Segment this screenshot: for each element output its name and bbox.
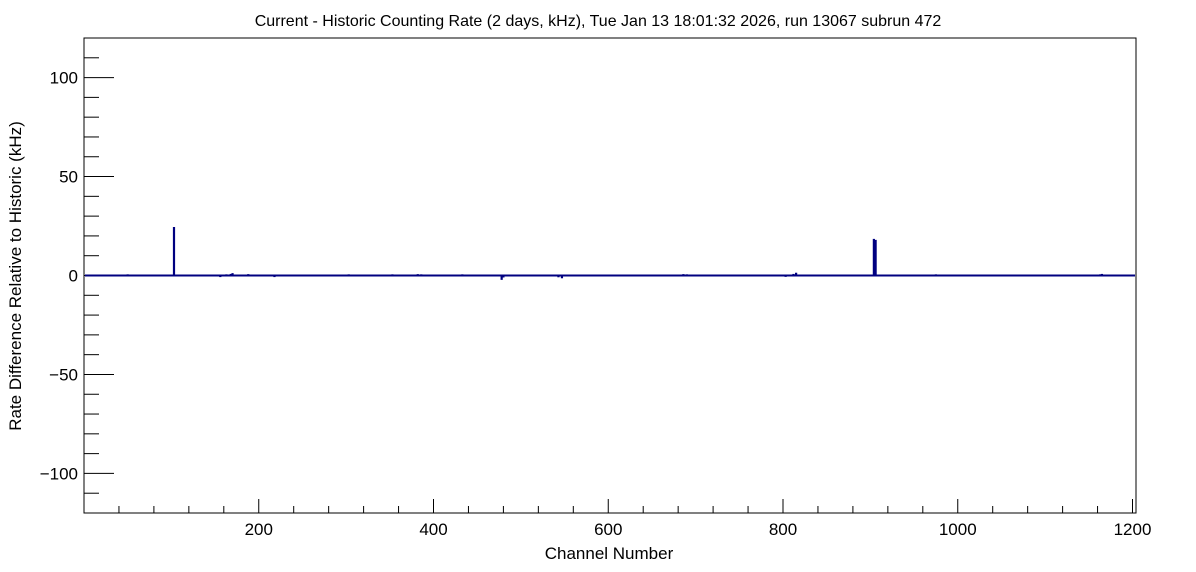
x-tick-label: 400 [419,520,447,539]
x-tick-label: 600 [594,520,622,539]
y-tick-label: 50 [59,168,78,187]
y-tick-label: 0 [69,267,78,286]
y-tick-label: 100 [50,69,78,88]
chart-title: Current - Historic Counting Rate (2 days… [255,13,942,30]
x-tick-label: 1200 [1114,520,1152,539]
y-tick-label: −100 [40,464,78,483]
y-tick-label: −50 [49,365,78,384]
x-tick-label: 800 [769,520,797,539]
x-tick-label: 200 [245,520,273,539]
x-tick-label: 1000 [939,520,977,539]
tick-labels: −100 −50 0 50 100 200 400 600 800 1000 1200 [40,69,1152,539]
y-axis-label: Rate Difference Relative to Historic (kH… [6,121,25,431]
data-series [85,227,1135,280]
x-axis-label: Channel Number [545,544,674,563]
